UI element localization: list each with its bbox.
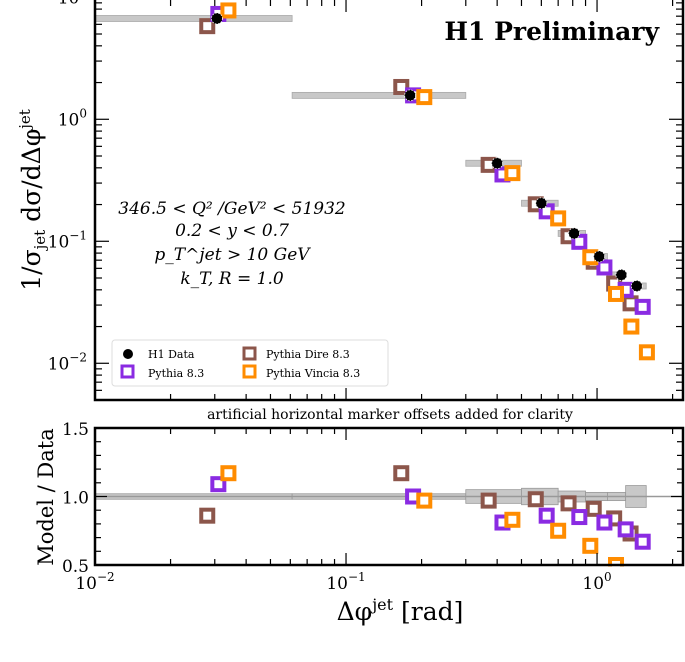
ratio-point-pythia-vincia-8-3 <box>582 537 599 554</box>
h1-data-point <box>211 12 223 25</box>
y-tick-label: 100 <box>58 106 87 130</box>
ratio-point-pythia-vincia-8-3 <box>416 492 433 509</box>
ratio-point-pythia-8-3 <box>571 509 588 526</box>
annotation-y: 0.2 < y < 0.7 <box>175 221 289 241</box>
h1-data-point <box>491 157 504 170</box>
h1-data-point <box>593 250 606 263</box>
legend-label-pythia: Pythia 8.3 <box>148 367 204 380</box>
main-y-axis-label: 1/σjet dσ/dΔφjet <box>16 109 49 291</box>
h1-data-point <box>404 89 417 102</box>
ratio-point-pythia-vincia-8-3 <box>504 511 521 528</box>
model-point-pythia-vincia-8-3 <box>550 210 567 227</box>
model-point-pythia-dire-8-3 <box>199 18 216 35</box>
legend: H1 Data Pythia 8.3 Pythia Dire 8.3 Pythi… <box>111 339 389 387</box>
model-point-pythia-8-3 <box>596 259 613 276</box>
ratio-point-pythia-vincia-8-3 <box>220 465 237 482</box>
model-point-pythia-vincia-8-3 <box>416 89 433 106</box>
main-frame <box>93 0 685 402</box>
model-point-pythia-vincia-8-3 <box>504 165 521 182</box>
ratio-point-pythia-dire-8-3 <box>199 507 216 524</box>
ratio-point-pythia-dire-8-3 <box>560 495 577 512</box>
ratio-point-pythia-dire-8-3 <box>393 465 410 482</box>
ratio-frame <box>93 426 685 567</box>
data-uncertainty-bar <box>291 91 467 99</box>
legend-marker-dire <box>242 346 257 361</box>
x-tick-label: 10−1 <box>326 570 365 594</box>
ratio-panel: 0.5 1.0 1.5 10−2 10−1 100 <box>0 420 685 597</box>
h1-data-point <box>630 280 643 292</box>
ratio-point-pythia-8-3 <box>596 514 613 531</box>
legend-marker-pythia <box>120 364 135 379</box>
ratio-point-pythia-8-3 <box>617 521 634 538</box>
h1-data-point <box>568 227 580 240</box>
ratio-point-pythia-dire-8-3 <box>480 492 497 509</box>
legend-marker-vincia <box>242 364 257 379</box>
ratio-point-pythia-dire-8-3 <box>585 500 602 517</box>
x-tick-label: 10−2 <box>75 570 114 594</box>
ratio-point-pythia-8-3 <box>634 533 651 550</box>
offset-note: artificial horizontal marker offsets add… <box>207 407 573 423</box>
model-point-pythia-dire-8-3 <box>393 78 410 95</box>
x-tick-label: 100 <box>582 570 611 594</box>
main-panel: 101 100 10−1 10−2 <box>48 0 685 402</box>
x-axis-label: Δφjet [rad] <box>337 595 464 626</box>
model-point-pythia-vincia-8-3 <box>608 285 625 302</box>
ratio-y-axis-label: Model / Data <box>34 428 58 565</box>
data-uncertainty-bar <box>94 15 293 22</box>
y-tick-label: 101 <box>58 0 87 8</box>
y-tick-label: 10−2 <box>48 350 87 374</box>
legend-label-h1: H1 Data <box>148 348 195 361</box>
legend-label-dire: Pythia Dire 8.3 <box>266 348 350 361</box>
model-point-pythia-vincia-8-3 <box>638 344 655 361</box>
ratio-y-tick-label: 0.5 <box>62 557 89 577</box>
ratio-y-tick-label: 1.0 <box>62 489 89 509</box>
annotation-pt: p_T^jet > 10 GeV <box>154 245 311 265</box>
model-point-pythia-vincia-8-3 <box>220 2 237 19</box>
annotation-kt: k_T, R = 1.0 <box>180 269 284 289</box>
model-point-pythia-8-3 <box>634 298 651 315</box>
legend-label-vincia: Pythia Vincia 8.3 <box>266 367 360 380</box>
h1-data-point <box>535 197 548 210</box>
legend-marker-h1 <box>123 349 133 359</box>
ratio-point-pythia-vincia-8-3 <box>550 522 567 539</box>
kinematic-annotations: 346.5 < Q² /GeV² < 51932 0.2 < y < 0.7 p… <box>118 199 345 289</box>
model-point-pythia-vincia-8-3 <box>623 318 640 335</box>
ratio-y-tick-label: 1.5 <box>62 420 89 440</box>
y-tick-label: 10−1 <box>48 228 87 252</box>
chart-title: H1 Preliminary <box>444 17 660 46</box>
ratio-point-pythia-8-3 <box>538 507 555 524</box>
annotation-q2: 346.5 < Q² /GeV² < 51932 <box>118 199 345 219</box>
ratio-point-pythia-dire-8-3 <box>527 491 544 508</box>
h1-data-point <box>615 269 628 281</box>
